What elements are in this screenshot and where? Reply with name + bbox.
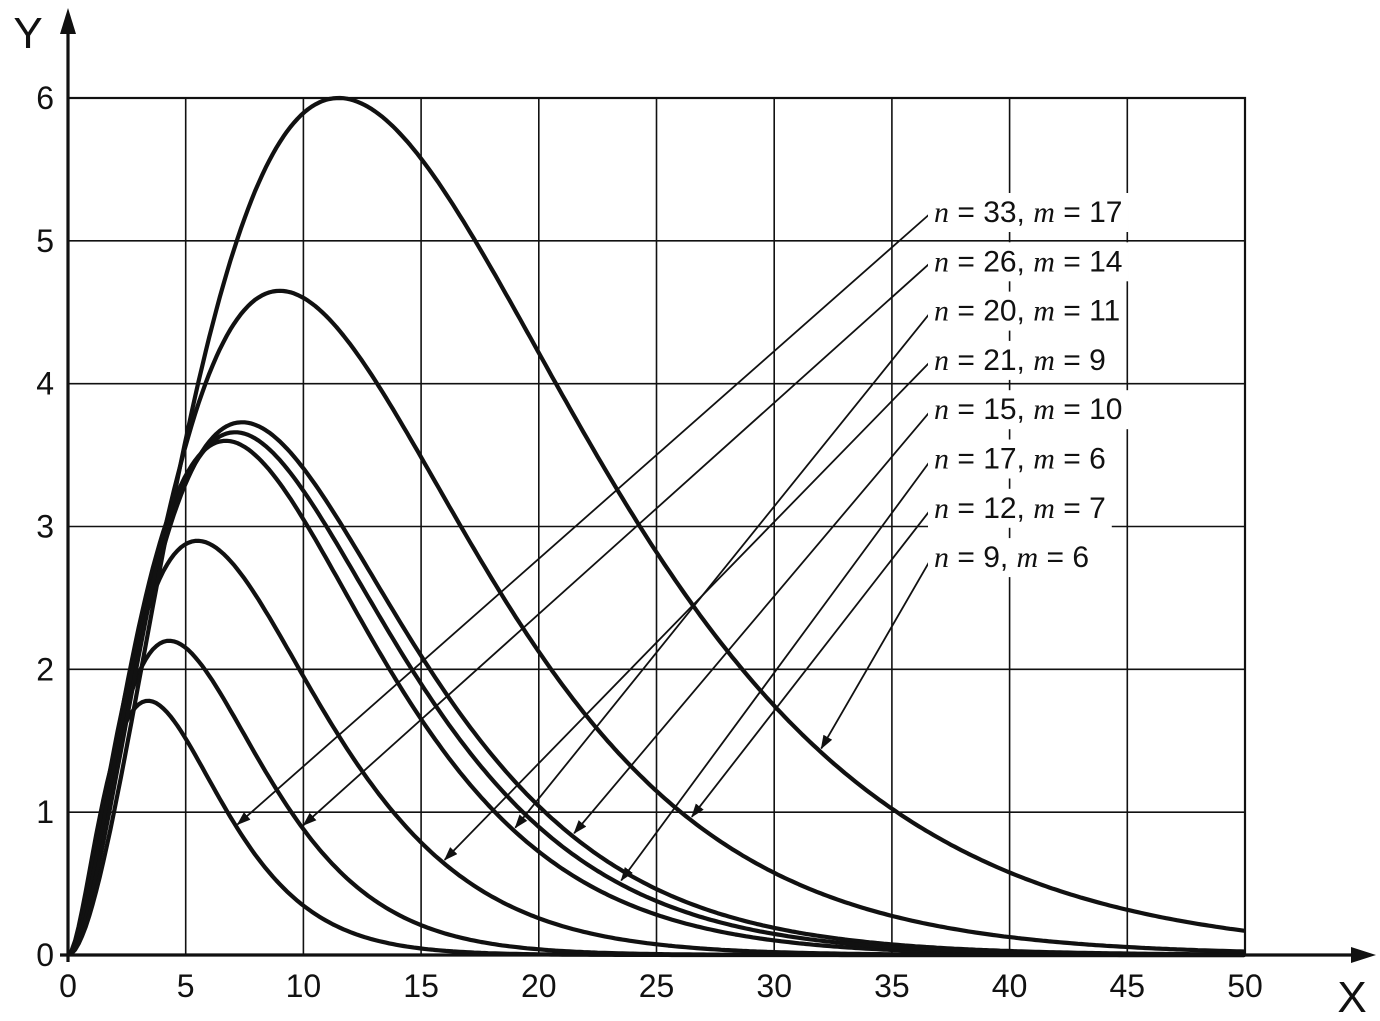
x-tick-label-35: 35 — [874, 968, 910, 1004]
annotation-arrow-20-11 — [514, 310, 933, 829]
annotation-arrow-33-17 — [236, 211, 933, 826]
curve-9-6 — [65, 95, 1246, 958]
x-tick-label-15: 15 — [403, 968, 439, 1004]
curve-label-21-9: n = 21, m = 9 — [934, 344, 1106, 377]
y-axis-title: Y — [13, 9, 42, 58]
axes — [60, 8, 1376, 963]
curve-annotations: n = 33, m = 17 n = 26, m = 14 n = 20, m = … — [236, 193, 1129, 882]
curve-label-backing — [928, 439, 1112, 479]
y-tick-label-0: 0 — [36, 937, 54, 973]
x-tick-label-0: 0 — [59, 968, 77, 1004]
x-tick-label-5: 5 — [177, 968, 195, 1004]
curve-label-9-6: n = 9, m = 6 — [934, 541, 1089, 574]
x-tick-label-20: 20 — [521, 968, 557, 1004]
curve-12-7 — [65, 288, 1246, 958]
annotation-arrow-26-14 — [302, 260, 933, 826]
curve-label-backing — [928, 340, 1112, 380]
curve-label-26-14: n = 26, m = 14 — [934, 245, 1122, 278]
y-tick-label-2: 2 — [36, 651, 54, 687]
y-axis-arrowhead — [60, 8, 76, 34]
x-axis-title: X — [1337, 973, 1366, 1021]
annotation-arrow-9-6 — [820, 556, 933, 750]
y-tick-label-1: 1 — [36, 794, 54, 830]
curve-label-backing — [928, 538, 1096, 578]
curve-label-backing — [928, 242, 1129, 282]
curve-label-20-11: n = 20, m = 11 — [934, 295, 1120, 328]
curve-label-15-10: n = 15, m = 10 — [934, 393, 1122, 426]
curve-17-6 — [65, 430, 1246, 958]
x-tick-label-25: 25 — [639, 968, 675, 1004]
curve-label-backing — [928, 291, 1127, 331]
annotation-arrow-21-9 — [443, 359, 933, 861]
curve-label-33-17: n = 33, m = 17 — [934, 196, 1122, 229]
y-tick-label-5: 5 — [36, 223, 54, 259]
annotation-arrow-12-7 — [691, 507, 933, 818]
y-tick-label-4: 4 — [36, 366, 54, 402]
y-tick-label-3: 3 — [36, 509, 54, 545]
x-tick-label-30: 30 — [756, 968, 792, 1004]
curve-label-12-7: n = 12, m = 7 — [934, 492, 1106, 525]
x-axis-arrowhead — [1351, 947, 1376, 963]
annotation-arrow-17-6 — [620, 457, 933, 882]
annotation-arrow-15-10 — [573, 408, 933, 835]
curve-label-17-6: n = 17, m = 6 — [934, 443, 1106, 476]
y-tick-label-6: 6 — [36, 80, 54, 116]
x-tick-label-10: 10 — [286, 968, 322, 1004]
x-tick-label-40: 40 — [992, 968, 1028, 1004]
curve-label-backing — [928, 390, 1129, 430]
x-tick-label-50: 50 — [1227, 968, 1263, 1004]
x-tick-label-45: 45 — [1110, 968, 1146, 1004]
curve-label-backing — [928, 193, 1129, 232]
curve-label-backing — [928, 488, 1112, 528]
